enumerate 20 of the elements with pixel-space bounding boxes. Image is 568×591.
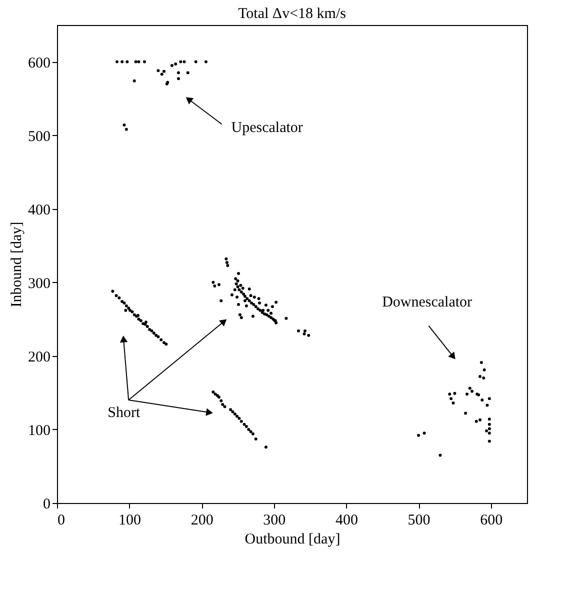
y-axis-title: Inbound [day]	[9, 222, 25, 308]
x-tick-label: 400	[335, 512, 358, 528]
y-tick-label: 400	[28, 202, 50, 218]
chart-title: Total Δv<18 km/s	[238, 6, 346, 22]
x-tick-label: 100	[118, 512, 142, 528]
y-tick-label: 500	[28, 128, 50, 145]
annotation: Short	[108, 404, 141, 421]
x-tick-label: 600	[480, 512, 503, 528]
y-tick-label: 300	[28, 276, 50, 292]
x-axis-title: Outbound [day]	[244, 532, 340, 548]
annotation: Upescalator	[231, 120, 303, 136]
y-tick-label: 100	[28, 422, 50, 439]
x-tick-label: 0	[58, 512, 65, 528]
x-tick-label: 500	[408, 512, 430, 528]
annotation: Downescalator	[382, 294, 472, 311]
y-tick-label: 600	[28, 55, 50, 72]
x-tick-label: 300	[263, 512, 286, 528]
y-tick-label: 0	[43, 496, 50, 512]
x-tick-label: 200	[190, 512, 214, 528]
y-tick-label: 200	[28, 349, 50, 366]
